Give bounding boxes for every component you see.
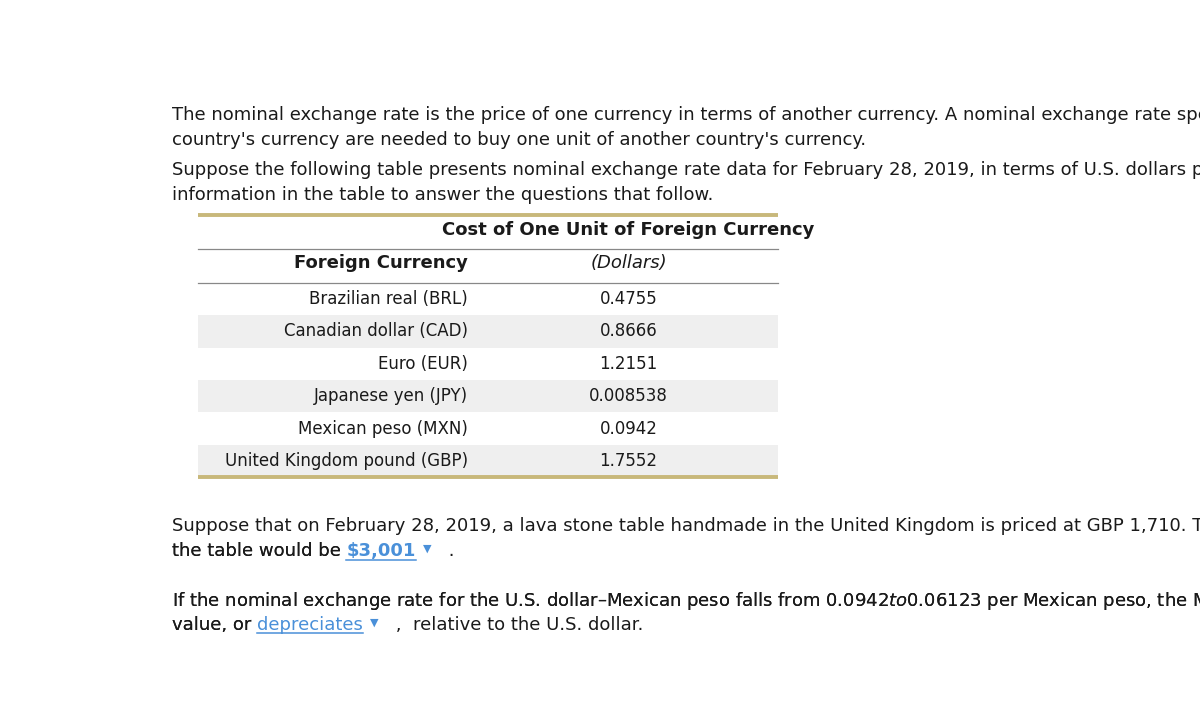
Text: information in the table to answer the questions that follow.: information in the table to answer the q… [172, 186, 713, 204]
Text: 0.008538: 0.008538 [589, 387, 668, 405]
Text: country's currency are needed to buy one unit of another country's currency.: country's currency are needed to buy one… [172, 131, 866, 149]
Bar [198, 445, 778, 477]
Text: The nominal exchange rate is the price of one currency in terms of another curre: The nominal exchange rate is the price o… [172, 106, 1200, 124]
Text: 0.4755: 0.4755 [600, 290, 658, 308]
Text: Cost of One Unit of Foreign Currency: Cost of One Unit of Foreign Currency [443, 221, 815, 238]
Text: If the nominal exchange rate for the U.S. dollar–Mexican peso falls from $0.0942: If the nominal exchange rate for the U.S… [172, 590, 1200, 612]
Bar [198, 316, 778, 348]
Text: 1.7552: 1.7552 [600, 452, 658, 470]
Text: If the nominal exchange rate for the U.S. dollar–Mexican peso falls from $0.0942: If the nominal exchange rate for the U.S… [172, 590, 1200, 612]
Text: Japanese yen (JPY): Japanese yen (JPY) [313, 387, 468, 405]
Text: ▼: ▼ [371, 617, 379, 627]
Text: depreciates: depreciates [257, 616, 362, 634]
Text: the table would be: the table would be [172, 542, 347, 560]
Text: Euro (EUR): Euro (EUR) [378, 355, 468, 373]
Text: the table would be: the table would be [172, 542, 347, 560]
Text: value, or: value, or [172, 616, 257, 634]
Text: Mexican peso (MXN): Mexican peso (MXN) [298, 419, 468, 438]
Text: ▼: ▼ [424, 544, 432, 554]
Text: (Dollars): (Dollars) [590, 253, 667, 271]
Text: Brazilian real (BRL): Brazilian real (BRL) [310, 290, 468, 308]
Text: Canadian dollar (CAD): Canadian dollar (CAD) [283, 323, 468, 341]
Text: 0.8666: 0.8666 [600, 323, 658, 341]
Text: ,  relative to the U.S. dollar.: , relative to the U.S. dollar. [390, 616, 643, 634]
Text: 0.0942: 0.0942 [600, 419, 658, 438]
Text: Suppose that on February 28, 2019, a lava stone table handmade in the United Kin: Suppose that on February 28, 2019, a lav… [172, 517, 1200, 535]
Text: Foreign Currency: Foreign Currency [294, 253, 468, 271]
Text: $3,001: $3,001 [347, 542, 415, 560]
Text: 1.2151: 1.2151 [600, 355, 658, 373]
Bar [198, 380, 778, 412]
Text: value, or: value, or [172, 616, 257, 634]
Text: .: . [443, 542, 455, 560]
Text: United Kingdom pound (GBP): United Kingdom pound (GBP) [224, 452, 468, 470]
Text: Suppose the following table presents nominal exchange rate data for February 28,: Suppose the following table presents nom… [172, 161, 1200, 179]
